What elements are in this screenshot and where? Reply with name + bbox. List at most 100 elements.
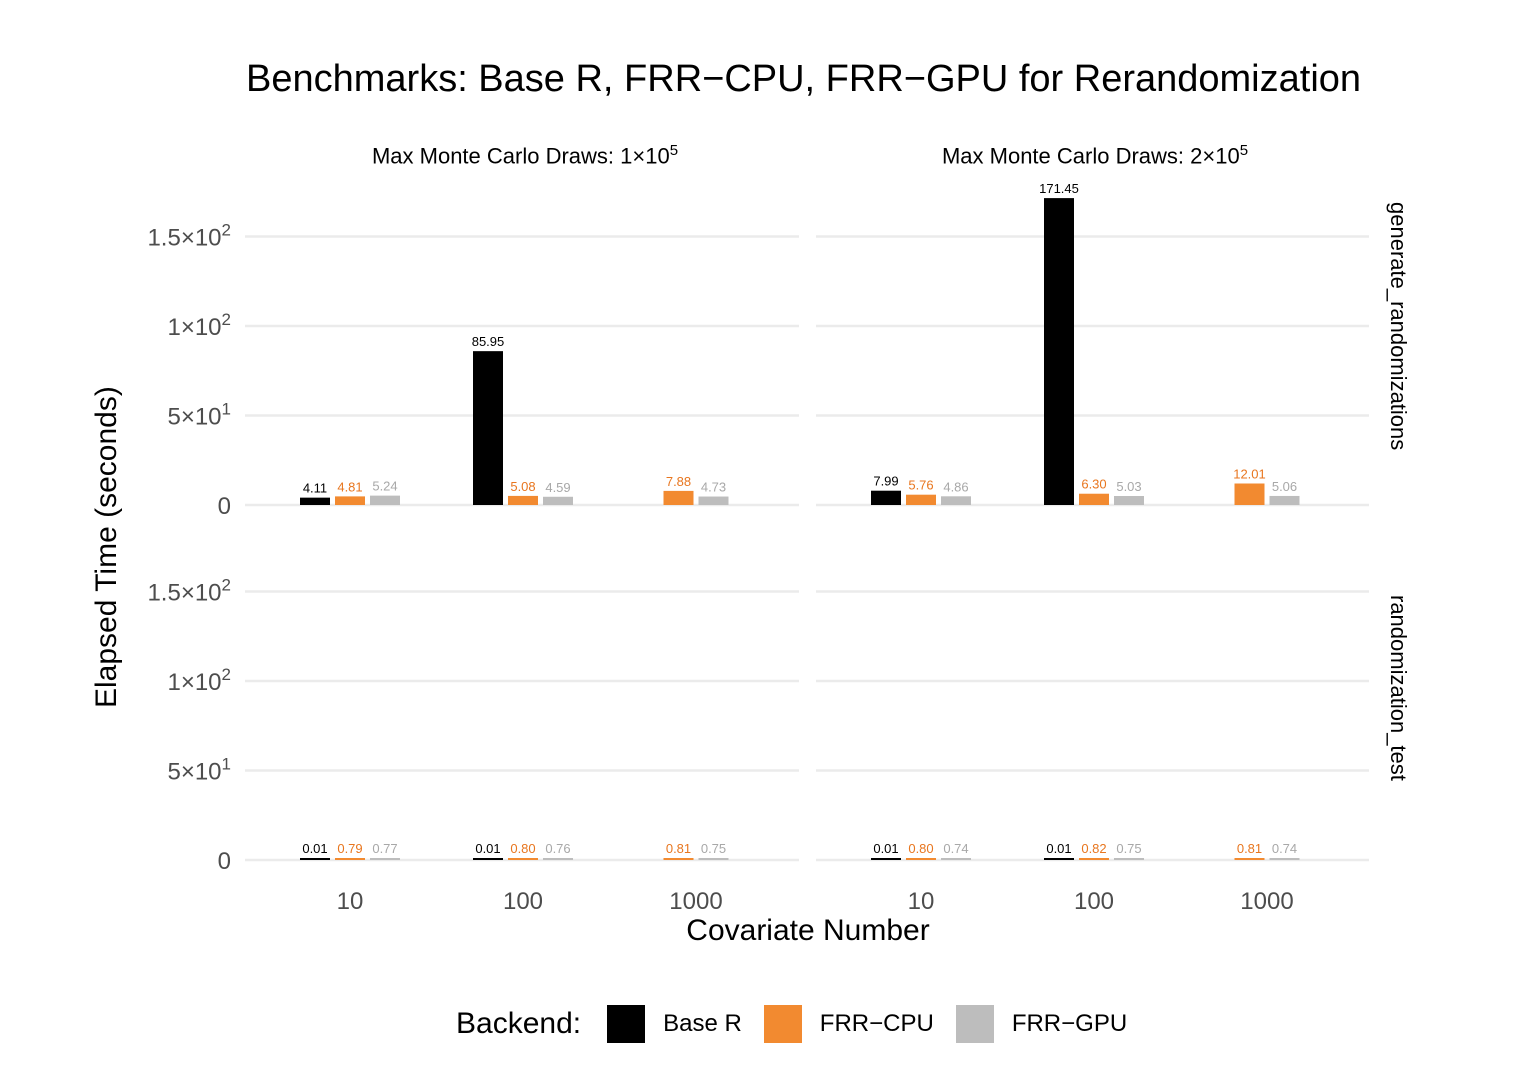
bar-frr-gpu-p11-1000 bbox=[1269, 858, 1300, 860]
bar-label-base-r-p00-100: 85.95 bbox=[472, 334, 505, 349]
legend-swatch-frr-cpu bbox=[763, 1005, 802, 1043]
bar-frr-gpu-p01-10 bbox=[370, 858, 400, 860]
facet-strip-row-1: generate_randomizations bbox=[1386, 202, 1411, 451]
bar-frr-cpu-p10-10 bbox=[906, 494, 936, 505]
legend-item-frr-cpu: FRR−CPU bbox=[763, 1005, 934, 1043]
chart-title: Benchmarks: Base R, FRR−CPU, FRR−GPU for… bbox=[246, 58, 1362, 100]
bar-label-frr-cpu-p11-1000: 0.81 bbox=[1237, 841, 1262, 856]
bars bbox=[300, 198, 1300, 860]
y-tick-label-r0-t2: 1×102 bbox=[167, 310, 231, 341]
bar-label-frr-cpu-p10-1000: 12.01 bbox=[1233, 467, 1266, 482]
y-tick-label-r0-t1: 5×101 bbox=[167, 400, 231, 431]
legend-item-frr-gpu: FRR−GPU bbox=[955, 1005, 1128, 1043]
y-tick-label-r0-t0: 0 bbox=[218, 493, 231, 520]
y-tick-exponent-r0-t1: 1 bbox=[222, 400, 231, 419]
facet-strip-col-2: Max Monte Carlo Draws: 2×105 bbox=[860, 142, 1330, 169]
bar-label-frr-cpu-p00-1000: 7.88 bbox=[666, 474, 691, 489]
bar-label-frr-gpu-p00-1000: 4.73 bbox=[701, 480, 726, 495]
legend-label-base-r: Base R bbox=[663, 1010, 742, 1037]
y-tick-exponent-r0-t2: 2 bbox=[222, 310, 231, 329]
bar-label-frr-gpu-p01-100: 0.76 bbox=[545, 841, 570, 856]
legend: Backend: Base R FRR−CPU FRR−GPU bbox=[456, 1002, 1149, 1046]
legend-label-frr-cpu: FRR−CPU bbox=[819, 1010, 934, 1037]
bar-base-r-p01-100 bbox=[473, 858, 503, 860]
bar-label-frr-gpu-p11-10: 0.74 bbox=[943, 841, 968, 856]
legend-swatch-frr-gpu bbox=[955, 1005, 994, 1043]
y-tick-label-r0-t3: 1.5×102 bbox=[147, 221, 231, 252]
y-axis-ticks: 0 5×101 1×102 1.5×102 0 5×101 1×102 1.5×102 bbox=[147, 221, 231, 876]
facet-strip-col-1-exponent: 5 bbox=[669, 142, 679, 159]
bar-label-base-r-p00-10: 4.11 bbox=[303, 481, 327, 496]
bar-frr-cpu-p01-100 bbox=[508, 858, 538, 860]
y-tick-exponent-r0-t3: 2 bbox=[222, 221, 231, 240]
bar-frr-gpu-p00-100 bbox=[543, 496, 573, 505]
bar-frr-gpu-p11-10 bbox=[941, 858, 971, 860]
facet-strip-col-1-mantissa: 1×10 bbox=[620, 143, 670, 169]
x-tick-label-c1-1000: 1000 bbox=[1240, 888, 1293, 915]
bar-label-frr-cpu-p01-100: 0.80 bbox=[510, 841, 535, 856]
bar-label-base-r-p01-10: 0.01 bbox=[302, 841, 327, 856]
bar-label-frr-cpu-p00-10: 4.81 bbox=[337, 479, 362, 494]
x-tick-label-c1-10: 10 bbox=[908, 888, 935, 915]
x-tick-label-c0-1000: 1000 bbox=[669, 888, 722, 915]
facet-strip-col-2-mantissa: 2×10 bbox=[1190, 143, 1240, 169]
bar-label-frr-cpu-p00-100: 5.08 bbox=[510, 479, 535, 494]
facet-strip-col-1: Max Monte Carlo Draws: 1×105 bbox=[290, 142, 760, 169]
bar-label-frr-cpu-p10-10: 5.76 bbox=[908, 478, 933, 493]
bar-frr-gpu-p01-100 bbox=[543, 858, 573, 860]
bar-label-frr-cpu-p11-100: 0.82 bbox=[1081, 841, 1106, 856]
bar-value-labels: 4.11 4.81 5.24 85.95 5.08 4.59 7.88 4.73 7.99 5.7… bbox=[302, 181, 1297, 856]
legend-label-frr-gpu: FRR−GPU bbox=[1011, 1010, 1128, 1037]
y-tick-exponent-r1-t3: 2 bbox=[222, 576, 231, 595]
bar-frr-cpu-p10-100 bbox=[1079, 493, 1109, 505]
bar-label-base-r-p01-100: 0.01 bbox=[475, 841, 500, 856]
bar-frr-gpu-p10-1000 bbox=[1269, 495, 1300, 505]
bar-frr-gpu-p11-100 bbox=[1114, 858, 1144, 860]
legend-item-base-r: Base R bbox=[607, 1005, 742, 1043]
facet-strip-col-1-label: Max Monte Carlo Draws: bbox=[371, 143, 621, 169]
legend-swatch-base-r bbox=[607, 1005, 646, 1043]
gridlines bbox=[245, 235, 1369, 862]
y-axis-title: Elapsed Time (seconds) bbox=[90, 386, 123, 708]
bar-base-r-p00-100 bbox=[473, 351, 503, 505]
bar-frr-cpu-p00-10 bbox=[335, 496, 365, 505]
y-tick-label-r1-t0: 0 bbox=[218, 848, 231, 875]
bar-label-frr-gpu-p11-100: 0.75 bbox=[1116, 841, 1141, 856]
y-tick-label-r1-t2: 1×102 bbox=[167, 665, 231, 696]
bar-frr-gpu-p10-100 bbox=[1114, 495, 1144, 505]
bar-label-base-r-p11-100: 0.01 bbox=[1046, 841, 1071, 856]
bar-label-frr-cpu-p01-1000: 0.81 bbox=[666, 841, 691, 856]
bar-label-base-r-p10-10: 7.99 bbox=[873, 474, 898, 489]
bar-frr-gpu-p00-10 bbox=[370, 495, 400, 505]
bar-label-frr-cpu-p10-100: 6.30 bbox=[1081, 477, 1106, 492]
bar-label-frr-gpu-p10-100: 5.03 bbox=[1116, 479, 1141, 494]
bar-frr-cpu-p11-100 bbox=[1079, 858, 1109, 860]
x-axis-title: Covariate Number bbox=[686, 914, 930, 947]
bar-frr-cpu-p11-1000 bbox=[1234, 858, 1265, 860]
bar-frr-cpu-p10-1000 bbox=[1234, 483, 1265, 505]
legend-title: Backend: bbox=[456, 1007, 582, 1040]
bar-label-frr-gpu-p10-1000: 5.06 bbox=[1272, 479, 1297, 494]
bar-frr-cpu-p11-10 bbox=[906, 858, 936, 860]
facet-strip-row-2: randomization_test bbox=[1386, 595, 1411, 781]
y-tick-exponent-r1-t2: 2 bbox=[222, 665, 231, 684]
bar-frr-cpu-p01-1000 bbox=[663, 858, 694, 860]
bar-label-frr-cpu-p01-10: 0.79 bbox=[337, 841, 362, 856]
x-axis-ticks: 10 100 1000 10 100 1000 bbox=[337, 888, 1294, 915]
bar-frr-cpu-p00-100 bbox=[508, 495, 538, 505]
bar-label-frr-gpu-p10-10: 4.86 bbox=[943, 479, 968, 494]
y-tick-label-r1-t1: 5×101 bbox=[167, 755, 231, 786]
bar-label-base-r-p10-100: 171.45 bbox=[1039, 181, 1079, 196]
bar-base-r-p00-10 bbox=[300, 497, 330, 505]
x-tick-label-c1-100: 100 bbox=[1074, 888, 1114, 915]
bar-label-frr-gpu-p11-1000: 0.74 bbox=[1272, 841, 1297, 856]
bar-label-frr-gpu-p01-1000: 0.75 bbox=[701, 841, 726, 856]
bar-frr-gpu-p00-1000 bbox=[698, 496, 729, 505]
bar-frr-gpu-p01-1000 bbox=[698, 858, 729, 860]
facet-strip-col-2-exponent: 5 bbox=[1239, 142, 1249, 159]
bar-base-r-p10-100 bbox=[1044, 198, 1074, 506]
bar-base-r-p10-10 bbox=[871, 490, 901, 505]
bar-base-r-p11-10 bbox=[871, 858, 901, 860]
bar-frr-gpu-p10-10 bbox=[941, 496, 971, 505]
